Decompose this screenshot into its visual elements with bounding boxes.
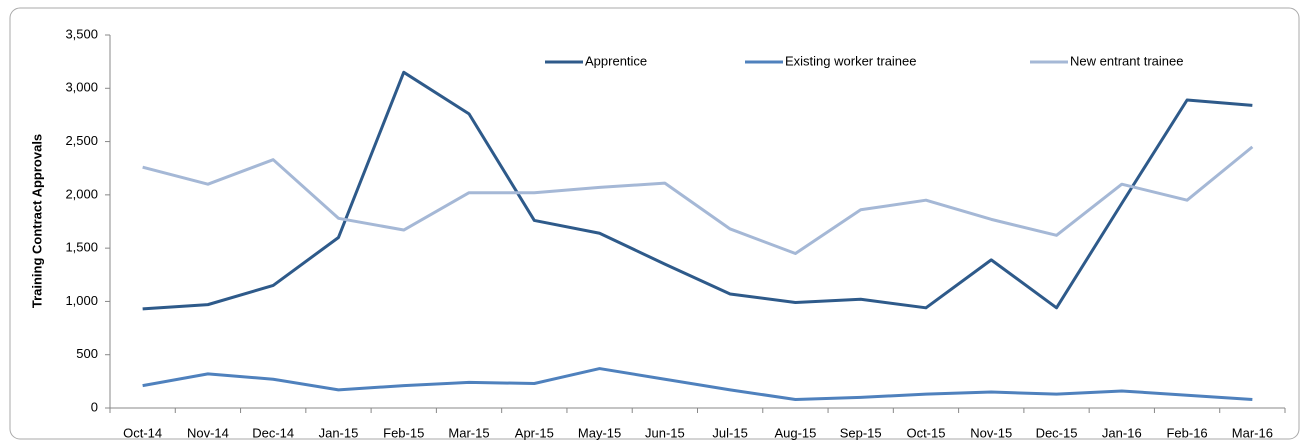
x-tick-label: Dec-15 — [1036, 425, 1078, 440]
x-tick-label: Feb-16 — [1166, 425, 1207, 440]
x-tick-label: Apr-15 — [515, 425, 554, 440]
series-line — [142, 367, 1253, 401]
x-tick-label: Jan-15 — [319, 425, 359, 440]
x-tick-label: Feb-15 — [383, 425, 424, 440]
x-tick-label: Jun-15 — [645, 425, 685, 440]
x-tick-label: Dec-14 — [252, 425, 294, 440]
x-tick-label: Aug-15 — [774, 425, 816, 440]
x-tick-label: Jul-15 — [712, 425, 747, 440]
y-axis-label: Training Contract Approvals — [29, 134, 44, 308]
chart-frame — [9, 7, 1300, 440]
y-tick-label: 1,000 — [65, 293, 98, 308]
y-tick-label: 0 — [91, 399, 98, 414]
x-tick-label: Mar-15 — [448, 425, 489, 440]
x-tick-label: Nov-15 — [970, 425, 1012, 440]
x-tick-label: Oct-14 — [123, 425, 162, 440]
legend-label: New entrant trainee — [1070, 53, 1183, 68]
y-tick-label: 3,500 — [65, 26, 98, 41]
x-tick-label: Sep-15 — [840, 425, 882, 440]
y-tick-label: 2,000 — [65, 186, 98, 201]
y-tick-label: 2,500 — [65, 133, 98, 148]
x-tick-label: May-15 — [578, 425, 621, 440]
y-tick-label: 1,500 — [65, 240, 98, 255]
x-tick-label: Jan-16 — [1102, 425, 1142, 440]
legend-label: Existing worker trainee — [785, 53, 917, 68]
x-tick-label: Nov-14 — [187, 425, 229, 440]
x-tick-label: Mar-16 — [1232, 425, 1273, 440]
y-tick-label: 500 — [76, 346, 98, 361]
y-tick-label: 3,000 — [65, 80, 98, 95]
x-tick-label: Oct-15 — [906, 425, 945, 440]
series-line — [142, 70, 1253, 311]
series-line — [142, 145, 1254, 255]
legend-label: Apprentice — [585, 53, 647, 68]
